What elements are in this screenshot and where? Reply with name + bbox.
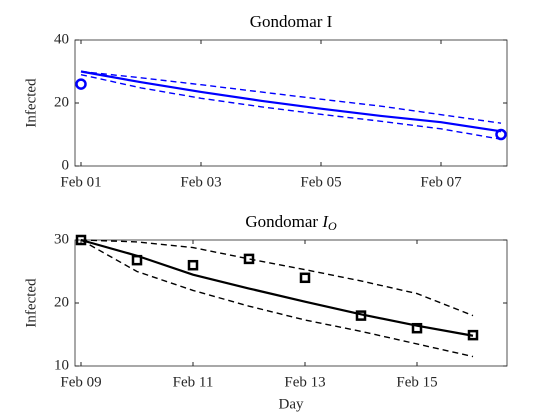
data-point xyxy=(299,272,311,284)
data-point xyxy=(75,78,87,90)
y-tick-label: 40 xyxy=(54,31,69,47)
plot-area xyxy=(74,39,508,167)
x-axis-label: Day xyxy=(279,396,304,412)
fit-line xyxy=(80,70,502,124)
y-tick-label: 20 xyxy=(54,94,69,110)
data-point xyxy=(467,329,479,341)
data-point xyxy=(411,322,423,334)
x-tick-label: Feb 03 xyxy=(180,174,221,190)
chart-title: Gondomar I xyxy=(250,12,333,31)
y-axis-label: Infected xyxy=(23,78,39,128)
data-point xyxy=(131,254,143,266)
fit-line xyxy=(80,70,502,133)
x-tick-label: Feb 15 xyxy=(396,374,437,390)
data-point xyxy=(243,253,255,265)
title-part: Gondomar I xyxy=(250,12,333,31)
data-point xyxy=(187,259,199,271)
x-tick-label: Feb 05 xyxy=(300,174,341,190)
fit-line xyxy=(80,239,474,317)
data-point xyxy=(75,234,87,246)
y-tick-label: 0 xyxy=(62,157,70,173)
fit-line xyxy=(80,239,474,358)
fit-line xyxy=(80,238,474,337)
plot-area xyxy=(74,239,508,367)
x-tick-label: Feb 09 xyxy=(60,374,101,390)
x-tick-label: Feb 11 xyxy=(173,374,214,390)
y-tick-label: 10 xyxy=(54,357,69,373)
y-tick-label: 30 xyxy=(54,231,69,247)
chart-title: Gondomar IO xyxy=(245,212,337,233)
title-part: I xyxy=(321,212,329,231)
y-axis-label: Infected xyxy=(23,278,39,328)
x-tick-label: Feb 07 xyxy=(420,174,462,190)
title-part: Gondomar xyxy=(245,212,318,231)
title-part: O xyxy=(328,219,337,233)
fit-line xyxy=(80,73,502,140)
data-point xyxy=(355,310,367,321)
y-tick-label: 20 xyxy=(54,294,69,310)
data-point xyxy=(495,128,507,141)
x-tick-label: Feb 13 xyxy=(284,374,325,390)
x-tick-label: Feb 01 xyxy=(60,174,101,190)
